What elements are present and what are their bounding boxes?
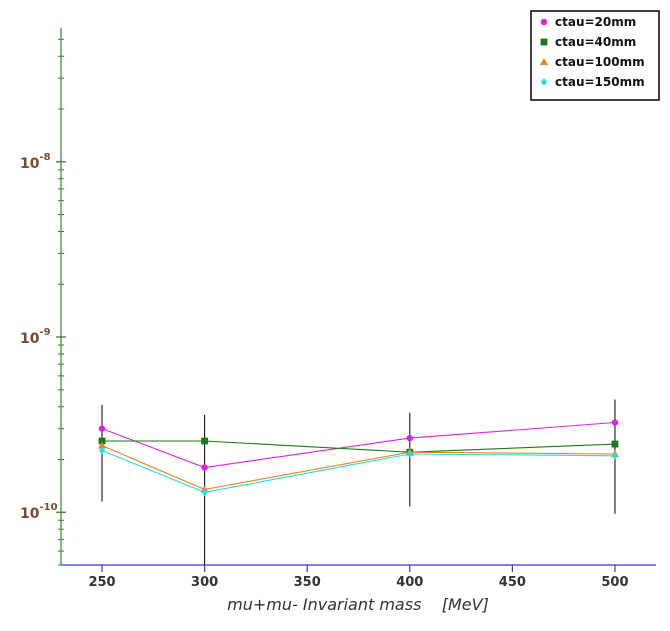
x-tick-label: 400 xyxy=(396,575,423,590)
series-line xyxy=(102,440,616,453)
series-line xyxy=(101,445,616,490)
x-axis-title: mu+mu- Invariant mass [MeV] xyxy=(227,595,489,614)
marker-circle xyxy=(611,419,619,426)
legend-label: ctau=150mm xyxy=(555,75,645,89)
marker-circle xyxy=(98,425,106,432)
marker-triangle xyxy=(540,58,548,65)
legend-label: ctau=40mm xyxy=(555,35,636,49)
marker-diamond xyxy=(611,451,619,460)
legend-box xyxy=(530,10,660,101)
y-tick-label: 10-10 xyxy=(20,502,58,522)
marker-circle xyxy=(540,18,548,26)
marker-circle xyxy=(406,434,413,442)
x-tick-label: 250 xyxy=(88,575,115,590)
y-tick-label: 10-8 xyxy=(20,152,51,172)
data-series xyxy=(98,419,619,497)
y-tick-label: 10-9 xyxy=(20,327,51,347)
axes xyxy=(56,28,656,572)
tick-labels: 250 300 350 400 450 500 10-10 10-9 10-8 xyxy=(20,152,629,590)
marker-square xyxy=(611,440,619,448)
legend-label: ctau=20mm xyxy=(555,15,636,29)
marker-diamond xyxy=(98,446,106,455)
series-ctau=20mm xyxy=(98,419,619,471)
x-tick-label: 300 xyxy=(191,575,218,590)
marker-square xyxy=(98,437,106,445)
marker-square xyxy=(540,38,548,46)
legend-label: ctau=100mm xyxy=(555,55,645,69)
x-tick-label: 450 xyxy=(499,575,526,590)
x-tick-label: 350 xyxy=(294,575,321,590)
marker-square xyxy=(201,437,209,445)
marker-diamond xyxy=(406,450,413,458)
series-line xyxy=(101,449,616,493)
marker-diamond xyxy=(201,488,208,497)
marker-triangle xyxy=(98,441,107,449)
marker-circle xyxy=(201,464,208,471)
marker-diamond xyxy=(540,78,548,86)
series-ctau=150mm xyxy=(98,446,619,497)
legend: ctau=20mm ctau=40mm ctau=100mm ctau=150mm xyxy=(530,10,660,101)
x-tick-label: 500 xyxy=(601,575,628,590)
series-line xyxy=(101,421,616,469)
